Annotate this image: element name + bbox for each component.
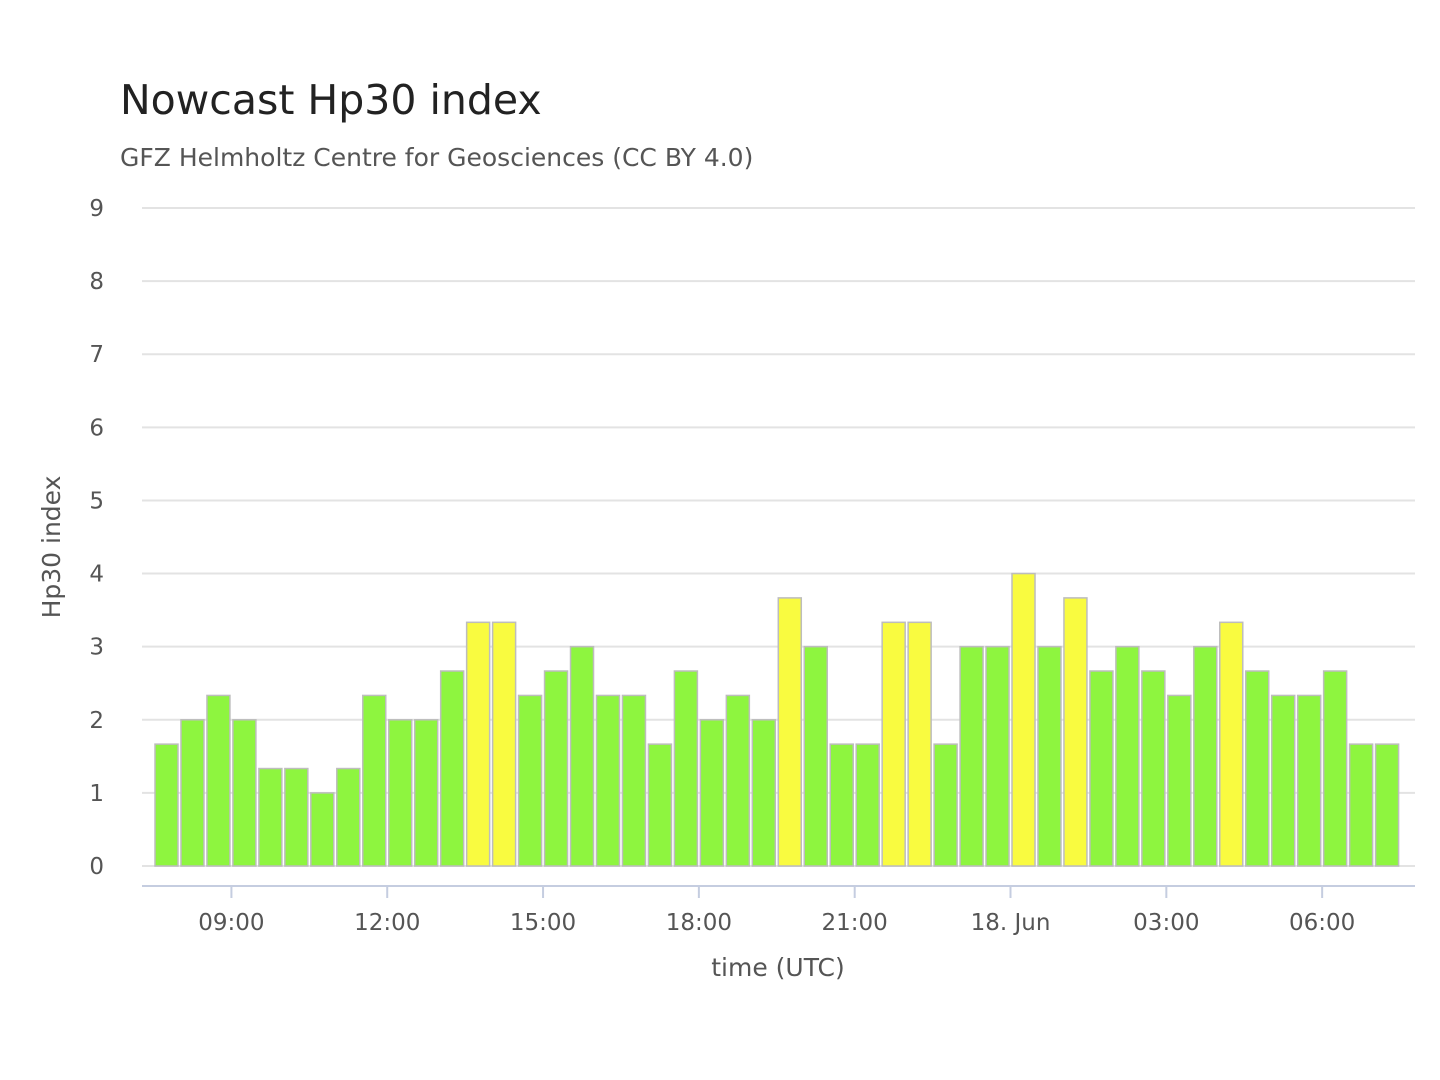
x-tick-label: 21:00	[822, 910, 888, 936]
bar	[959, 645, 984, 867]
bar	[569, 645, 595, 867]
x-tick-label: 03:00	[1133, 910, 1199, 936]
y-tick-label: 8	[89, 269, 104, 295]
x-tick-label: 18:00	[666, 910, 732, 936]
y-tick-label: 5	[89, 488, 104, 514]
bar	[543, 670, 569, 867]
bar	[206, 694, 231, 867]
bar	[699, 719, 725, 867]
bar	[232, 719, 257, 867]
y-tick-label: 6	[89, 415, 104, 441]
bar	[1322, 670, 1348, 867]
x-tick-label: 18. Jun	[971, 910, 1051, 936]
bar	[1270, 694, 1296, 867]
bar	[647, 743, 673, 867]
bar	[1037, 645, 1062, 867]
bar	[1115, 645, 1140, 867]
x-tick-label: 12:00	[354, 910, 420, 936]
x-axis-ticks: 09:00 12:00 15:00 18:00 21:00 18. Jun 03:00 06:…	[198, 886, 1355, 936]
x-tick-label: 06:00	[1289, 910, 1355, 936]
bar	[803, 645, 828, 867]
bar	[413, 719, 439, 867]
bar	[777, 597, 803, 867]
x-tick-label: 15:00	[510, 910, 576, 936]
bar	[362, 694, 387, 867]
bar	[1296, 694, 1322, 867]
bar	[933, 743, 958, 867]
bar	[985, 645, 1010, 867]
bar	[1193, 645, 1218, 867]
bar	[465, 621, 491, 867]
bar	[855, 743, 880, 867]
bar	[284, 767, 309, 867]
bar	[1063, 597, 1088, 867]
chart-title: Nowcast Hp30 index	[120, 76, 542, 124]
y-tick-label: 0	[89, 854, 104, 880]
bar	[751, 719, 777, 867]
bar	[829, 743, 854, 867]
bar	[180, 719, 205, 867]
x-tick-label: 09:00	[198, 910, 264, 936]
bar	[310, 792, 335, 867]
bars	[154, 572, 1400, 867]
bar	[595, 694, 621, 867]
bar	[1089, 670, 1114, 867]
bar	[725, 694, 751, 867]
chart-subtitle: GFZ Helmholtz Centre for Geosciences (CC…	[120, 143, 754, 172]
x-axis-title: time (UTC)	[711, 953, 845, 982]
bar	[621, 694, 647, 867]
bar	[387, 719, 413, 867]
bar	[907, 621, 932, 867]
bar	[491, 621, 517, 867]
bar	[336, 767, 361, 867]
bar	[881, 621, 906, 867]
y-tick-label: 2	[89, 708, 104, 734]
y-axis-title: Hp30 index	[37, 476, 66, 619]
bar	[154, 743, 179, 867]
bar	[517, 694, 543, 867]
bar	[1374, 743, 1400, 867]
y-tick-label: 1	[89, 781, 104, 807]
bar	[1348, 743, 1374, 867]
bar	[439, 670, 465, 867]
bar	[258, 767, 283, 867]
y-tick-label: 9	[89, 196, 104, 222]
bar	[673, 670, 699, 867]
y-tick-label: 4	[89, 562, 104, 588]
y-tick-label: 7	[89, 342, 104, 368]
y-tick-label: 3	[89, 635, 104, 661]
bar	[1011, 572, 1036, 867]
y-axis-tick-labels: 0 1 2 3 4 5 6 7 8 9	[89, 196, 104, 880]
bar	[1167, 694, 1192, 867]
bar	[1219, 621, 1244, 867]
bar	[1141, 670, 1166, 867]
bar	[1244, 670, 1270, 867]
